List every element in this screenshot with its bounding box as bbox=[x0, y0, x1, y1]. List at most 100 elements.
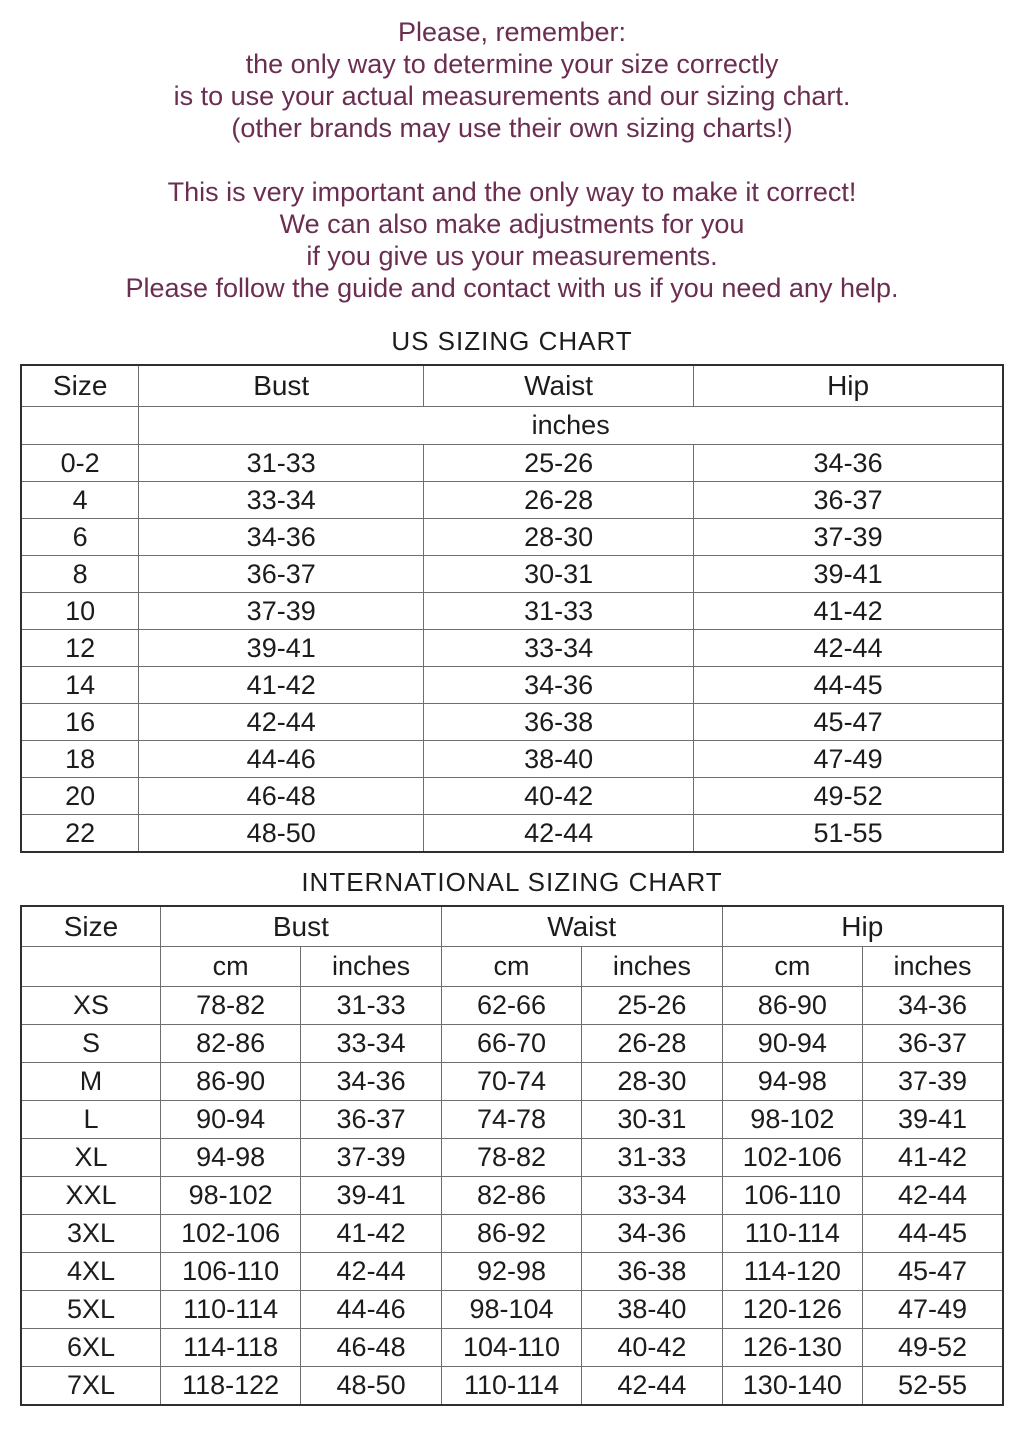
table-cell: 34-36 bbox=[138, 518, 425, 556]
table-cell: 22 bbox=[20, 814, 140, 853]
empty-cell bbox=[20, 946, 161, 987]
table-cell: 34-36 bbox=[862, 986, 1004, 1025]
table-cell: 36-37 bbox=[862, 1024, 1004, 1063]
table-cell: 106-110 bbox=[721, 1176, 864, 1215]
table-cell: 34-36 bbox=[300, 1062, 442, 1101]
table-cell: 26-28 bbox=[423, 481, 695, 519]
intl-table-units-row: cm inches cm inches cm inches bbox=[20, 946, 1004, 987]
intl-table-header-row: Size Bust Waist Hip bbox=[20, 905, 1004, 947]
table-cell: 52-55 bbox=[862, 1366, 1004, 1406]
table-cell: 38-40 bbox=[581, 1290, 723, 1329]
table-row: 4 33-34 26-28 36-37 bbox=[20, 481, 1004, 519]
intl-table-body: XS 78-82 31-33 62-66 25-26 86-90 34-36 S 82-86 33… bbox=[20, 986, 1004, 1406]
table-cell: 31-33 bbox=[423, 592, 695, 630]
table-cell: 36-38 bbox=[581, 1252, 723, 1291]
table-cell: 16 bbox=[20, 703, 140, 741]
intro-text: Please, remember: the only way to determ… bbox=[0, 16, 1024, 304]
table-cell: 110-114 bbox=[440, 1366, 583, 1406]
table-cell: 42-44 bbox=[862, 1176, 1004, 1215]
us-sizing-table: Size Bust Waist Hip inches 0-2 31-33 25-26… bbox=[20, 364, 1004, 853]
intro-line: (other brands may use their own sizing c… bbox=[231, 113, 793, 143]
table-cell: 39-41 bbox=[300, 1176, 442, 1215]
table-cell: 49-52 bbox=[693, 777, 1004, 815]
table-cell: 46-48 bbox=[300, 1328, 442, 1367]
table-cell: 25-26 bbox=[423, 444, 695, 482]
table-cell: 39-41 bbox=[862, 1100, 1004, 1139]
table-cell: 86-92 bbox=[440, 1214, 583, 1253]
table-cell: 106-110 bbox=[159, 1252, 302, 1291]
intro-line: This is very important and the only way … bbox=[167, 177, 857, 207]
table-row: XL 94-98 37-39 78-82 31-33 102-106 41-42 bbox=[20, 1138, 1004, 1177]
table-row: 5XL 110-114 44-46 98-104 38-40 120-126 47-49 bbox=[20, 1290, 1004, 1329]
intro-line: We can also make adjustments for you bbox=[279, 209, 745, 239]
table-cell: 82-86 bbox=[440, 1176, 583, 1215]
table-cell: 36-37 bbox=[693, 481, 1004, 519]
table-cell: 31-33 bbox=[581, 1138, 723, 1177]
table-row: M 86-90 34-36 70-74 28-30 94-98 37-39 bbox=[20, 1062, 1004, 1101]
table-cell: 44-46 bbox=[138, 740, 425, 778]
intl-unit-bust-inches: inches bbox=[300, 946, 442, 987]
table-row: 3XL 102-106 41-42 86-92 34-36 110-114 44-45 bbox=[20, 1214, 1004, 1253]
empty-cell bbox=[20, 406, 140, 445]
table-cell: 12 bbox=[20, 629, 140, 667]
table-cell: 39-41 bbox=[138, 629, 425, 667]
table-cell: 3XL bbox=[20, 1214, 161, 1253]
table-cell: 98-102 bbox=[159, 1176, 302, 1215]
table-cell: XS bbox=[20, 986, 161, 1025]
intro-line: Please follow the guide and contact with… bbox=[125, 273, 899, 303]
table-cell: 110-114 bbox=[159, 1290, 302, 1329]
table-cell: 48-50 bbox=[138, 814, 425, 853]
table-cell: 118-122 bbox=[159, 1366, 302, 1406]
table-cell: 120-126 bbox=[721, 1290, 864, 1329]
table-row: 0-2 31-33 25-26 34-36 bbox=[20, 444, 1004, 482]
table-cell: 86-90 bbox=[721, 986, 864, 1025]
table-cell: 126-130 bbox=[721, 1328, 864, 1367]
us-unit-label: inches bbox=[138, 406, 1004, 445]
table-cell: 130-140 bbox=[721, 1366, 864, 1406]
intl-unit-waist-cm: cm bbox=[440, 946, 583, 987]
table-cell: 33-34 bbox=[581, 1176, 723, 1215]
table-cell: 4XL bbox=[20, 1252, 161, 1291]
table-cell: 8 bbox=[20, 555, 140, 593]
table-row: 7XL 118-122 48-50 110-114 42-44 130-140 52-55 bbox=[20, 1366, 1004, 1406]
table-cell: 62-66 bbox=[440, 986, 583, 1025]
table-cell: 28-30 bbox=[423, 518, 695, 556]
table-cell: 26-28 bbox=[581, 1024, 723, 1063]
table-cell: 5XL bbox=[20, 1290, 161, 1329]
table-cell: 38-40 bbox=[423, 740, 695, 778]
table-row: 14 41-42 34-36 44-45 bbox=[20, 666, 1004, 704]
table-cell: 70-74 bbox=[440, 1062, 583, 1101]
table-cell: 40-42 bbox=[423, 777, 695, 815]
table-cell: 31-33 bbox=[138, 444, 425, 482]
table-row: 8 36-37 30-31 39-41 bbox=[20, 555, 1004, 593]
table-cell: 47-49 bbox=[693, 740, 1004, 778]
table-cell: 41-42 bbox=[138, 666, 425, 704]
table-cell: 37-39 bbox=[138, 592, 425, 630]
table-cell: S bbox=[20, 1024, 161, 1063]
table-cell: 42-44 bbox=[693, 629, 1004, 667]
intl-unit-bust-cm: cm bbox=[159, 946, 302, 987]
intro-line: Please, remember: bbox=[397, 17, 627, 47]
intro-line: if you give us your measurements. bbox=[306, 241, 718, 271]
table-cell: 94-98 bbox=[721, 1062, 864, 1101]
table-row: 18 44-46 38-40 47-49 bbox=[20, 740, 1004, 778]
table-cell: 49-52 bbox=[862, 1328, 1004, 1367]
table-cell: 94-98 bbox=[159, 1138, 302, 1177]
table-cell: 33-34 bbox=[423, 629, 695, 667]
table-cell: 42-44 bbox=[581, 1366, 723, 1406]
table-cell: 36-38 bbox=[423, 703, 695, 741]
intl-col-hip: Hip bbox=[721, 905, 1004, 947]
us-col-size: Size bbox=[20, 364, 140, 407]
table-row: 22 48-50 42-44 51-55 bbox=[20, 814, 1004, 853]
intl-col-waist: Waist bbox=[440, 905, 723, 947]
table-row: S 82-86 33-34 66-70 26-28 90-94 36-37 bbox=[20, 1024, 1004, 1063]
table-cell: 30-31 bbox=[581, 1100, 723, 1139]
intl-unit-hip-inches: inches bbox=[862, 946, 1004, 987]
intro-line: is to use your actual measurements and o… bbox=[173, 81, 851, 111]
table-cell: 45-47 bbox=[862, 1252, 1004, 1291]
table-row: 16 42-44 36-38 45-47 bbox=[20, 703, 1004, 741]
table-cell: 37-39 bbox=[300, 1138, 442, 1177]
table-cell: 6XL bbox=[20, 1328, 161, 1367]
table-cell: 33-34 bbox=[138, 481, 425, 519]
table-cell: 102-106 bbox=[159, 1214, 302, 1253]
